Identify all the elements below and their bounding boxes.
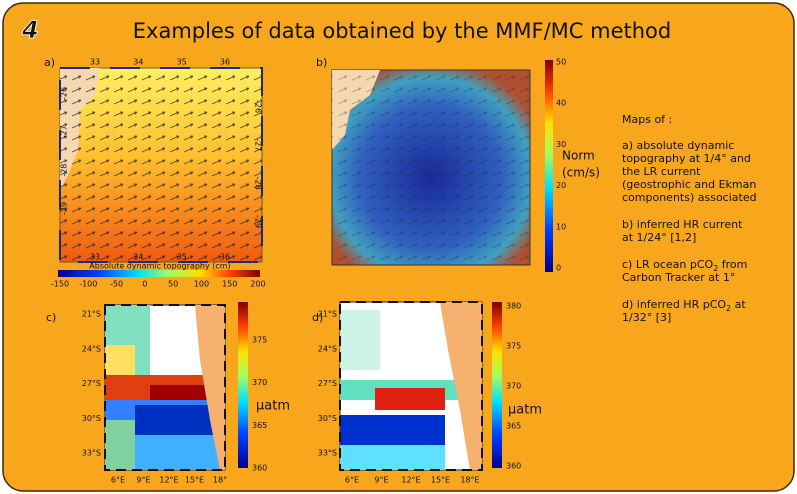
side-line: 1/32° [3] [622,311,671,324]
tick-label: 18°E [460,476,479,485]
colorbar-tick: 100 [194,280,209,289]
tick-label: 24°S [82,344,101,353]
tick-label: 34 [133,253,143,262]
colorbar-tick: 40 [556,99,566,108]
tick-label: 27°S [82,379,101,388]
colorbar-tick: 0 [142,280,147,289]
colorbar-tick: 20 [556,181,566,190]
tick-label: -27 [254,138,263,151]
tick-label: 12°E [401,476,420,485]
colorbar-tick: 360 [252,464,267,473]
tick-label: -28 [254,177,263,190]
tick-label: 15°E [185,476,204,485]
colorbar-tick: 375 [252,336,267,345]
tick-label: 21°S [318,310,337,319]
colorbar-tick: 375 [506,342,521,351]
tick-label: 33°S [318,449,337,458]
tick-label: 30°S [82,414,101,423]
tick-label: 27°S [318,379,337,388]
tick-label: 34 [133,58,143,67]
tick-label: 33°S [82,449,101,458]
side-line: a) absolute dynamic [622,139,734,152]
tick-label: 35 [177,253,187,262]
side-line: the LR current [622,165,701,178]
tick-label: -26 [254,100,263,113]
colorbar-tick: -100 [79,280,97,289]
map-c [104,304,226,471]
colorbar [545,60,553,272]
panel-label: a) [44,56,55,69]
colorbar-tick: 150 [222,280,237,289]
colorbar-tick: 0 [556,264,561,273]
side-line: components) associated [622,191,757,204]
side-line: topography at 1/4° and [622,152,751,165]
tick-label: 9°E [374,476,388,485]
panel-label: b) [316,56,327,69]
colorbar-tick: 365 [252,421,267,430]
tick-label: 33 [90,58,100,67]
side-line: c) LR ocean pCO2 from [622,258,747,273]
side-span: from [718,258,747,271]
tick-label: 36 [220,253,230,262]
side-line: (geostrophic and Ekman [622,178,756,191]
colorbar-tick: 370 [252,378,267,387]
colorbar-title: (cm/s) [562,166,600,180]
colorbar-title: Norm [562,149,595,163]
tick-label: 12°E [159,476,178,485]
colorbar-title: µatm [256,399,290,414]
colorbar-tick: -50 [110,280,123,289]
map-d [339,301,483,471]
panel-label: d) [312,311,323,324]
side-span: at [731,298,746,311]
side-span: 2 [713,264,718,273]
colorbar-tick: -150 [51,280,69,289]
tick-label: 15°E [431,476,450,485]
map-b [331,69,531,266]
colorbar [492,302,502,468]
side-span: d) inferred HR pCO [622,298,726,311]
side-line: d) inferred HR pCO2 at [622,298,746,313]
side-span: c) LR ocean pCO [622,258,714,271]
colorbar-tick: 380 [506,302,521,311]
panel-label: c) [46,311,56,324]
tick-label: 36 [220,58,230,67]
tick-label: 18° [213,476,227,485]
colorbar-title: µatm [508,403,542,418]
tick-label: 35 [177,58,187,67]
colorbar-tick: 365 [506,422,521,431]
title: Examples of data obtained by the MMF/MC … [133,19,671,43]
map-a [59,67,263,263]
colorbar-tick: 10 [556,222,566,231]
tick-label: 33 [90,253,100,262]
tick-label: -27 [60,125,69,138]
tick-label: -28 [60,164,69,177]
tick-label: 9°E [136,476,150,485]
tick-label: 24°S [318,344,337,353]
section-number: 4 [21,16,39,44]
tick-label: 21°S [82,310,101,319]
colorbar-tick: 30 [556,140,566,149]
side-line: b) inferred HR current [622,218,743,231]
side-intro: Maps of : [622,113,672,126]
colorbar [238,302,248,468]
colorbar-tick: 50 [556,58,566,67]
colorbar-tick: 360 [506,462,521,471]
colorbar-tick: 50 [168,280,178,289]
tick-label: 6°E [111,476,125,485]
tick-label: -29 [60,202,69,215]
side-span: 2 [726,304,731,313]
colorbar-tick: 370 [506,382,521,391]
side-line: at 1/24° [1,2] [622,231,696,244]
tick-label: 30°S [318,414,337,423]
colorbar [58,270,260,277]
tick-label: -29 [254,215,263,228]
tick-label: -26 [60,87,69,100]
colorbar-title: Absolute dynamic topography (cm) [89,262,230,271]
side-line: Carbon Tracker at 1° [622,271,735,284]
tick-label: 6°E [345,476,359,485]
colorbar-tick: 200 [250,280,265,289]
